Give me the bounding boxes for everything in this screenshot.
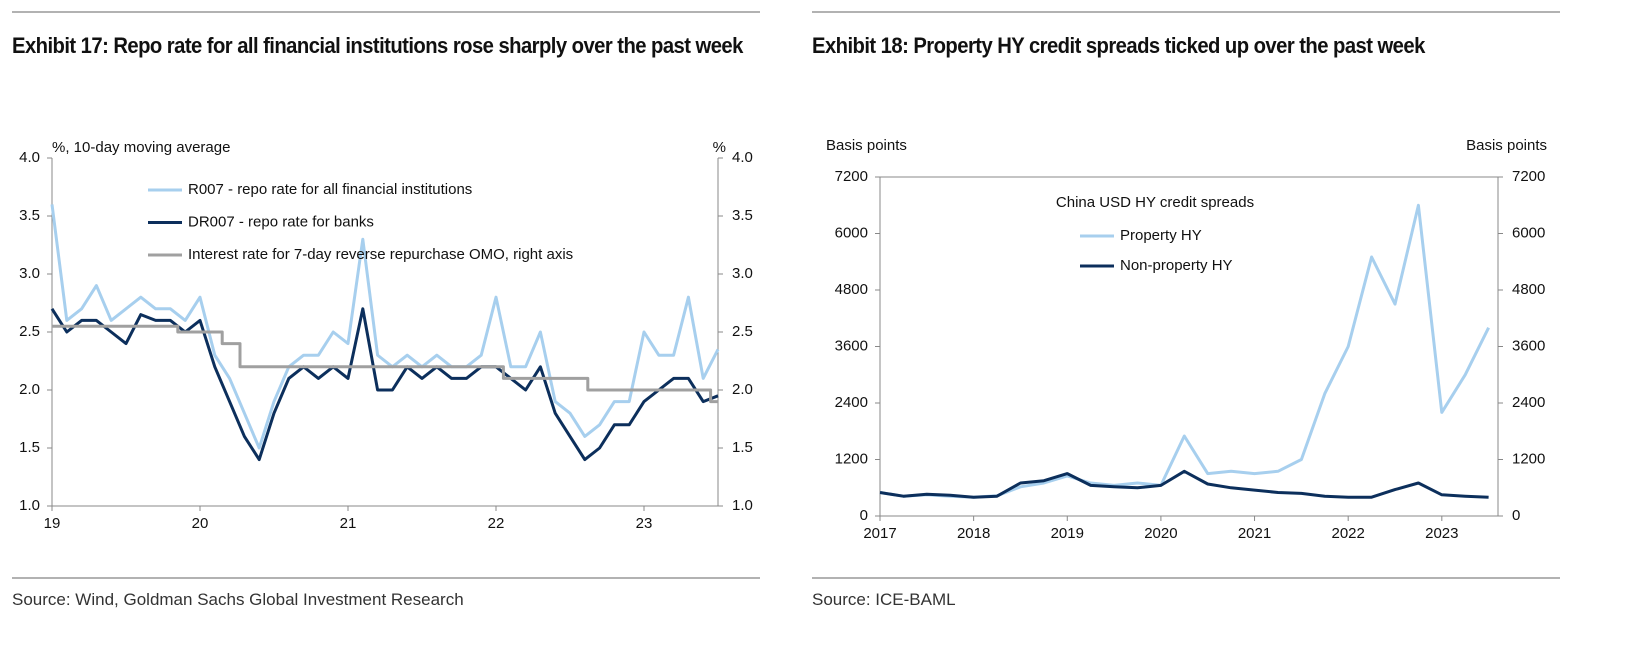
- y-tick-label: 6000: [835, 224, 868, 241]
- x-tick-label: 2023: [1425, 525, 1458, 542]
- chart-title: Exhibit 18: Property HY credit spreads t…: [812, 33, 1425, 58]
- y2-tick-label: 3600: [1512, 337, 1545, 354]
- y-tick-label: 3.0: [19, 265, 40, 282]
- y-tick-label: 3600: [835, 337, 868, 354]
- x-tick-label: 2019: [1051, 525, 1084, 542]
- y-tick-label: 2.5: [19, 323, 40, 340]
- legend-label: Interest rate for 7-day reverse repurcha…: [188, 246, 573, 263]
- legend-label: DR007 - repo rate for banks: [188, 213, 374, 230]
- y2-tick-label: 4.0: [732, 149, 753, 166]
- y2-axis-label: %: [713, 139, 726, 156]
- series-line: [50, 307, 719, 462]
- y2-tick-label: 3.5: [732, 207, 753, 224]
- x-tick-label: 2020: [1144, 525, 1177, 542]
- legend-label: Non-property HY: [1120, 257, 1233, 274]
- y2-tick-label: 3.0: [732, 265, 753, 282]
- y2-axis-label: Basis points: [1466, 137, 1547, 154]
- y2-tick-label: 1.5: [732, 439, 753, 456]
- y2-tick-label: 7200: [1512, 168, 1545, 185]
- y-tick-label: 3.5: [19, 207, 40, 224]
- y2-tick-label: 2400: [1512, 394, 1545, 411]
- y2-tick-label: 2.0: [732, 381, 753, 398]
- series-line: [52, 324, 718, 404]
- y2-tick-label: 0: [1512, 507, 1520, 524]
- legend-title: China USD HY credit spreads: [1056, 194, 1254, 211]
- y2-tick-label: 4800: [1512, 281, 1545, 298]
- x-tick-label: 22: [488, 515, 505, 532]
- y2-tick-label: 1.0: [732, 497, 753, 514]
- series-line: [879, 203, 1490, 499]
- y2-tick-label: 1200: [1512, 450, 1545, 467]
- x-tick-label: 2022: [1331, 525, 1364, 542]
- x-tick-label: 2018: [957, 525, 990, 542]
- y-tick-label: 2400: [835, 394, 868, 411]
- x-tick-label: 2021: [1238, 525, 1271, 542]
- y-tick-label: 7200: [835, 168, 868, 185]
- y-axis-label: Basis points: [826, 137, 907, 154]
- source: Source: Wind, Goldman Sachs Global Inves…: [12, 590, 464, 609]
- y-tick-label: 2.0: [19, 381, 40, 398]
- chart-title: Exhibit 17: Repo rate for all financial …: [12, 33, 743, 58]
- x-tick-label: 21: [340, 515, 357, 532]
- y-tick-label: 4.0: [19, 149, 40, 166]
- y-tick-label: 1.0: [19, 497, 40, 514]
- x-tick-label: 20: [192, 515, 209, 532]
- series-line: [50, 204, 720, 450]
- x-tick-label: 23: [636, 515, 653, 532]
- y-tick-label: 1200: [835, 450, 868, 467]
- legend-label: R007 - repo rate for all financial insti…: [188, 181, 472, 198]
- x-tick-label: 2017: [863, 525, 896, 542]
- y2-tick-label: 2.5: [732, 323, 753, 340]
- x-tick-label: 19: [44, 515, 61, 532]
- y-axis-label: %, 10-day moving average: [52, 139, 230, 156]
- y-tick-label: 1.5: [19, 439, 40, 456]
- y-tick-label: 4800: [835, 281, 868, 298]
- source: Source: ICE-BAML: [812, 590, 956, 609]
- y-tick-label: 0: [860, 507, 868, 524]
- legend-label: Property HY: [1120, 227, 1202, 244]
- series-line: [879, 469, 1489, 499]
- y2-tick-label: 6000: [1512, 224, 1545, 241]
